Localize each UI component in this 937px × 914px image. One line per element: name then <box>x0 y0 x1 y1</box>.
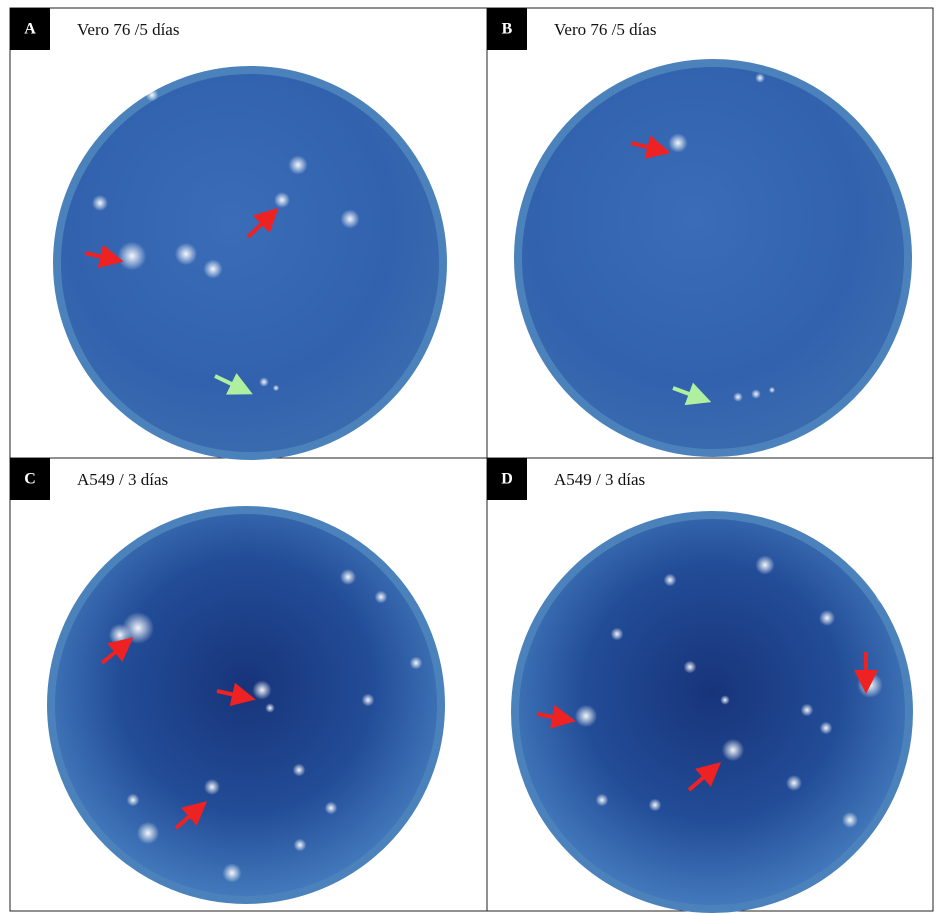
plaque <box>259 377 269 387</box>
plaque <box>293 764 306 777</box>
plaque <box>722 739 744 761</box>
panel: C A549 / 3 días <box>10 458 441 900</box>
plaque <box>751 389 761 399</box>
panel-label: C <box>24 471 36 488</box>
panel: B Vero 76 /5 días <box>487 8 908 453</box>
panel: D A549 / 3 días <box>487 458 909 909</box>
plaque <box>611 628 624 641</box>
plaque <box>265 703 275 713</box>
plaque <box>410 657 423 670</box>
panel-label: D <box>501 471 513 488</box>
plaque <box>288 155 307 174</box>
plaque <box>375 591 388 604</box>
panel-caption: A549 / 3 días <box>554 470 645 489</box>
plaque <box>137 822 159 844</box>
plaque <box>664 574 677 587</box>
plaque <box>733 392 743 402</box>
plaque <box>92 195 108 211</box>
dish <box>518 63 908 453</box>
panel-caption: Vero 76 /5 días <box>554 20 656 39</box>
plaque <box>769 387 775 393</box>
plaque <box>801 704 814 717</box>
plaque <box>362 694 375 707</box>
plaque <box>755 555 774 574</box>
dish <box>57 70 443 456</box>
plaque <box>857 672 883 698</box>
plaque <box>146 89 159 102</box>
dish <box>515 515 909 909</box>
plaque <box>684 661 697 674</box>
plaque <box>203 259 222 278</box>
dish <box>51 510 441 900</box>
plaque <box>252 680 271 699</box>
plaque <box>325 802 338 815</box>
plaque <box>274 192 290 208</box>
plaque <box>596 794 609 807</box>
plaque <box>720 695 730 705</box>
plaque <box>755 73 765 83</box>
panel-label: A <box>24 21 36 38</box>
plaque <box>340 209 359 228</box>
plaque <box>820 722 833 735</box>
plaque <box>668 133 687 152</box>
plaque <box>175 243 197 265</box>
plaque <box>876 591 889 604</box>
plaque <box>204 779 220 795</box>
plaque <box>127 794 140 807</box>
panel-caption: Vero 76 /5 días <box>77 20 179 39</box>
plaque <box>649 799 662 812</box>
panel: A Vero 76 /5 días <box>10 8 443 456</box>
plaque <box>294 839 307 852</box>
plaque <box>118 242 147 271</box>
plaque <box>273 385 279 391</box>
plaque <box>819 610 835 626</box>
panel-caption: A549 / 3 días <box>77 470 168 489</box>
plaque <box>575 705 597 727</box>
plaque <box>786 775 802 791</box>
plaque <box>222 863 241 882</box>
figure: A Vero 76 /5 días B Vero 76 /5 días C A549 / … <box>0 0 937 914</box>
plaque <box>109 624 131 646</box>
plaque <box>842 812 858 828</box>
panel-label: B <box>502 21 513 38</box>
plaque <box>340 569 356 585</box>
